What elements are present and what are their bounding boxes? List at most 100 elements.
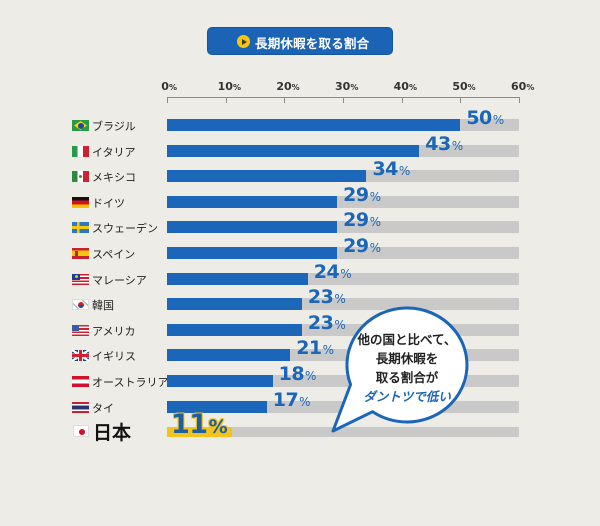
x-tick-value: 10 <box>217 80 233 93</box>
value-label: 17% <box>272 388 311 412</box>
bar-fill <box>167 375 273 387</box>
play-circle-icon <box>237 35 250 48</box>
bar-row: ブラジル 50% <box>0 108 600 145</box>
country-label: ドイツ <box>92 196 125 210</box>
bar-row-highlight: 日本 11% <box>0 411 600 452</box>
value-number: 29 <box>343 235 369 257</box>
x-tick <box>460 97 462 103</box>
country-label: スペイン <box>92 248 136 261</box>
callout-text: 他の国と比べて、 長期休暇を 取る割合が ダントツで低い <box>347 330 467 406</box>
x-tick-unit: % <box>526 83 535 92</box>
value-unit: % <box>369 189 381 204</box>
x-tick-unit: % <box>232 83 241 92</box>
country-label: 日本 <box>93 422 132 444</box>
value-label: 34% <box>372 158 410 181</box>
bar-fill <box>167 221 338 234</box>
flag-italy-icon <box>72 145 89 157</box>
x-tick-label: 50% <box>452 80 475 93</box>
bar-fill <box>167 195 338 208</box>
x-tick-label: 20% <box>276 80 299 93</box>
x-tick-value: 60 <box>511 80 527 93</box>
value-unit: % <box>208 416 228 438</box>
bar-row: スペイン 29% <box>0 236 600 273</box>
value-number: 29 <box>343 209 369 232</box>
country-label: ブラジル <box>92 120 136 133</box>
flag-sweden-icon <box>72 222 89 234</box>
value-unit: % <box>340 266 352 281</box>
value-label: 23% <box>307 286 346 309</box>
bar-row: メキシコ 34% <box>0 159 600 196</box>
bar-row: 韓国 23% <box>0 287 600 324</box>
bar-track <box>167 247 519 259</box>
value-number: 43 <box>425 132 451 155</box>
bar-fill <box>167 349 291 362</box>
x-tick-label: 60% <box>511 80 534 93</box>
chart-title-banner: 長期休暇を取る割合 <box>207 27 393 55</box>
x-tick-label: 0% <box>161 80 177 93</box>
value-label: 50% <box>466 107 504 130</box>
value-unit: % <box>398 164 410 179</box>
value-label: 29% <box>343 235 381 258</box>
country-label: イタリア <box>92 145 136 159</box>
country-label: オーストラリア <box>92 376 169 389</box>
bar-track <box>167 195 519 208</box>
bar-track <box>167 170 519 183</box>
bar-fill <box>167 427 232 437</box>
bar-fill <box>167 400 267 413</box>
value-number: 17 <box>272 388 299 411</box>
flag-mexico-icon <box>72 171 89 183</box>
chart-title: 長期休暇を取る割合 <box>255 36 370 51</box>
country-label: スウェーデン <box>92 222 158 236</box>
value-number: 24 <box>313 260 340 283</box>
bar-fill <box>167 247 338 259</box>
flag-usa-icon <box>72 324 89 336</box>
bar-fill <box>167 170 367 183</box>
bar-track <box>167 272 519 285</box>
bar-row: ドイツ 29% <box>0 185 600 222</box>
value-number: 29 <box>343 183 369 206</box>
callout-line: 他の国と比べて、 <box>357 332 457 347</box>
value-number: 23 <box>307 311 334 334</box>
x-tick <box>343 97 344 103</box>
flag-brazil-icon <box>72 120 89 131</box>
x-tick <box>401 97 403 103</box>
value-label: 43% <box>425 132 463 156</box>
value-unit: % <box>322 343 334 358</box>
value-unit: % <box>334 292 346 307</box>
value-label: 18% <box>279 364 317 386</box>
bar-track <box>167 119 519 131</box>
flag-japan-icon <box>73 425 89 437</box>
flag-germany-icon <box>72 196 89 208</box>
value-number: 34 <box>372 158 398 181</box>
flag-spain-icon <box>72 248 89 259</box>
bar-row: タイ 17% <box>0 390 600 427</box>
bar-fill <box>167 144 420 157</box>
value-number: 21 <box>296 337 322 360</box>
bar-track <box>167 144 519 157</box>
flag-thailand-icon <box>72 401 89 413</box>
x-tick-label: 40% <box>394 80 417 93</box>
callout-emphasis: ダントツで低い <box>363 389 451 404</box>
value-unit: % <box>305 369 316 383</box>
bar-fill <box>167 119 461 131</box>
value-unit: % <box>299 394 311 409</box>
x-tick-unit: % <box>291 83 300 92</box>
x-tick-value: 40 <box>393 80 409 93</box>
country-label: 韓国 <box>92 299 114 313</box>
value-label: 23% <box>307 311 346 335</box>
value-number: 23 <box>307 286 334 309</box>
value-unit: % <box>451 138 463 153</box>
x-tick-label: 10% <box>218 80 241 93</box>
value-unit: % <box>492 113 504 127</box>
flag-uk-icon <box>72 350 89 362</box>
value-number: 50 <box>466 107 492 129</box>
x-tick-unit: % <box>408 83 417 92</box>
value-unit: % <box>369 241 381 255</box>
country-label: イギリス <box>92 350 136 364</box>
x-tick <box>284 97 286 103</box>
value-unit: % <box>369 215 381 230</box>
bar-row: マレーシア 24% <box>0 262 600 299</box>
bar-fill <box>167 298 302 311</box>
x-tick-unit: % <box>467 83 476 92</box>
x-tick-unit: % <box>350 83 359 92</box>
